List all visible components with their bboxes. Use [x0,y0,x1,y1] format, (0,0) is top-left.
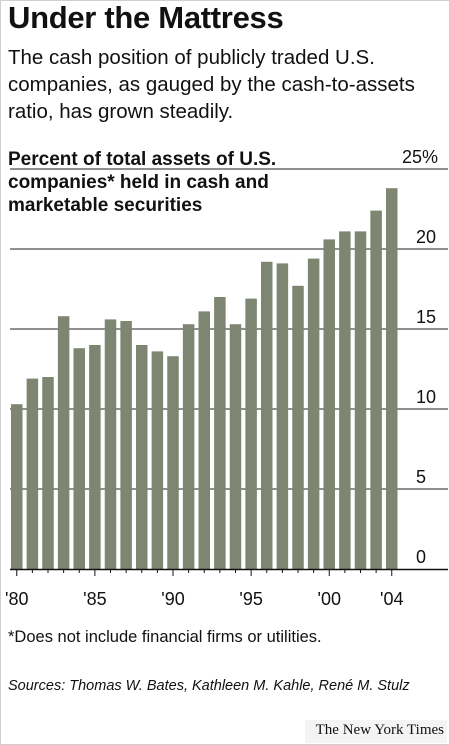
x-axis [10,568,448,576]
bar-1997 [276,263,289,569]
bar-1989 [151,351,164,569]
bar-2002 [354,231,367,569]
y-tick-labels: 0 5 10 15 20 25% [402,147,438,567]
bar-1983 [57,316,70,569]
bar-1981 [26,378,39,569]
bar-1995 [245,298,257,569]
bar-1985 [89,345,101,569]
bar-1984 [73,348,85,569]
bar-1991 [182,324,195,569]
y-tick-label: 15 [416,307,436,327]
sources-line: Sources: Thomas W. Bates, Kathleen M. Ka… [8,678,410,694]
x-tick-label: '95 [239,589,262,609]
bar-1986 [104,319,117,569]
x-tick-label: '04 [380,589,403,609]
bar-1996 [261,261,273,569]
bar-1990 [167,356,179,569]
bar-1980 [11,404,23,569]
bar-2000 [323,239,335,569]
bar-2001 [339,231,351,569]
page-subtitle: The cash position of publicly traded U.S… [8,46,415,123]
bar-1982 [42,377,54,569]
bar-2003 [370,210,382,569]
chart-title: Percent of total assets of U.S. companie… [8,149,277,216]
x-tick-label: '85 [83,589,106,609]
y-tick-label: 5 [416,467,426,487]
x-tick-label: '00 [318,589,341,609]
bar-1988 [136,345,148,569]
bar-1987 [120,321,132,569]
bar-2004 [386,188,398,569]
footnote: *Does not include financial firms or uti… [8,628,322,646]
y-tick-label: 10 [416,387,436,407]
page-title: Under the Mattress [8,0,284,35]
credit-line: The New York Times [315,722,444,738]
bars [11,188,398,569]
bar-1999 [307,258,320,569]
y-tick-label: 25% [402,147,438,167]
y-tick-label: 0 [416,547,426,567]
bar-1993 [214,297,226,569]
bar-1992 [198,311,210,569]
x-tick-label: '90 [161,589,184,609]
bar-1994 [229,324,242,569]
y-tick-label: 20 [416,227,436,247]
credit-background [305,720,447,743]
bar-1998 [292,285,304,569]
x-tick-label: '80 [5,589,28,609]
x-tick-labels: '80 '85 '90 '95 '00 '04 [5,589,403,609]
